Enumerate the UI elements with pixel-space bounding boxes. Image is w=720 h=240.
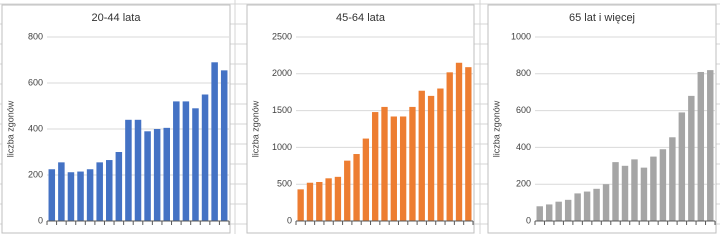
- y-tick-label: 0: [287, 215, 292, 225]
- bar: [192, 108, 199, 221]
- bar: [58, 162, 65, 221]
- y-tick-label: 200: [28, 169, 43, 179]
- bar: [409, 106, 416, 221]
- chart: 45-64 lata liczba zgonów 0 500 1000 1500 2000 2…: [246, 4, 475, 234]
- y-axis-label: liczba zgonów: [5, 100, 15, 157]
- bar: [697, 71, 705, 222]
- bar: [465, 67, 472, 222]
- bar: [399, 116, 407, 221]
- bar: [593, 188, 600, 221]
- bar: [381, 106, 388, 221]
- y-tick-label: 2500: [272, 31, 292, 41]
- bar: [106, 160, 113, 221]
- bar: [353, 154, 360, 221]
- bar: [659, 149, 667, 221]
- bar: [67, 172, 75, 221]
- bar: [446, 72, 453, 221]
- bar: [316, 181, 323, 221]
- y-tick-label: 400: [516, 142, 531, 152]
- spreadsheet: 20-44 lata liczba zgonów 0 200 400 600 800 45-6…: [0, 0, 720, 234]
- bar: [564, 199, 572, 221]
- bar: [144, 131, 151, 221]
- bar: [536, 206, 543, 221]
- bar: [134, 119, 142, 221]
- bar: [220, 70, 228, 221]
- y-tick-label: 1500: [272, 105, 292, 115]
- y-axis-label: liczba zgonów: [491, 100, 501, 157]
- y-tick-label: 2000: [272, 68, 292, 78]
- bar: [688, 95, 695, 221]
- bar: [418, 90, 425, 221]
- bar: [602, 184, 610, 221]
- chart: 65 lat i więcej liczba zgonów 0 200 400 600 80…: [487, 4, 717, 234]
- bar: [545, 204, 553, 221]
- y-axis-label: liczba zgonów: [250, 100, 260, 157]
- chart-area: [487, 4, 717, 234]
- bar: [362, 138, 370, 221]
- chart-title: 45-64 lata: [336, 12, 386, 24]
- bar: [201, 94, 209, 221]
- bar: [574, 193, 581, 221]
- bar: [390, 116, 397, 221]
- bar: [612, 162, 619, 221]
- y-tick-label: 800: [516, 68, 531, 78]
- bar: [306, 182, 314, 221]
- chart-area: [246, 4, 475, 234]
- bar: [325, 178, 332, 221]
- bar: [621, 165, 629, 221]
- bar: [48, 169, 56, 221]
- bar: [640, 167, 648, 221]
- y-tick-label: 200: [516, 179, 531, 189]
- bar: [115, 152, 123, 221]
- chart: 20-44 lata liczba zgonów 0 200 400 600 800: [1, 4, 231, 234]
- bar: [678, 112, 686, 221]
- bar: [163, 127, 170, 221]
- bar: [77, 171, 84, 221]
- y-tick-label: 1000: [272, 142, 292, 152]
- bar: [650, 156, 657, 221]
- bar: [334, 176, 342, 221]
- y-tick-label: 0: [38, 215, 43, 225]
- y-tick-label: 600: [28, 77, 43, 87]
- bar: [707, 70, 714, 222]
- bar: [555, 201, 562, 221]
- bar: [631, 159, 638, 221]
- bar: [125, 119, 132, 221]
- bar: [455, 62, 463, 222]
- bar: [211, 62, 218, 221]
- y-tick-label: 800: [28, 31, 43, 41]
- bar: [427, 95, 435, 221]
- y-tick-label: 600: [516, 105, 531, 115]
- bar: [182, 101, 190, 221]
- bar: [86, 169, 94, 221]
- y-tick-label: 1000: [511, 31, 531, 41]
- bar: [583, 191, 591, 221]
- bar: [344, 160, 351, 221]
- bar: [437, 88, 444, 222]
- chart-title: 65 lat i więcej: [569, 12, 635, 24]
- bar: [297, 189, 304, 221]
- y-tick-label: 500: [277, 179, 292, 189]
- bar: [669, 137, 676, 221]
- bar: [96, 162, 103, 221]
- y-tick-label: 400: [28, 123, 43, 133]
- bar: [372, 112, 379, 221]
- bar: [153, 129, 161, 221]
- y-tick-label: 0: [526, 215, 531, 225]
- bar: [173, 101, 180, 221]
- chart-title: 20-44 lata: [92, 12, 142, 24]
